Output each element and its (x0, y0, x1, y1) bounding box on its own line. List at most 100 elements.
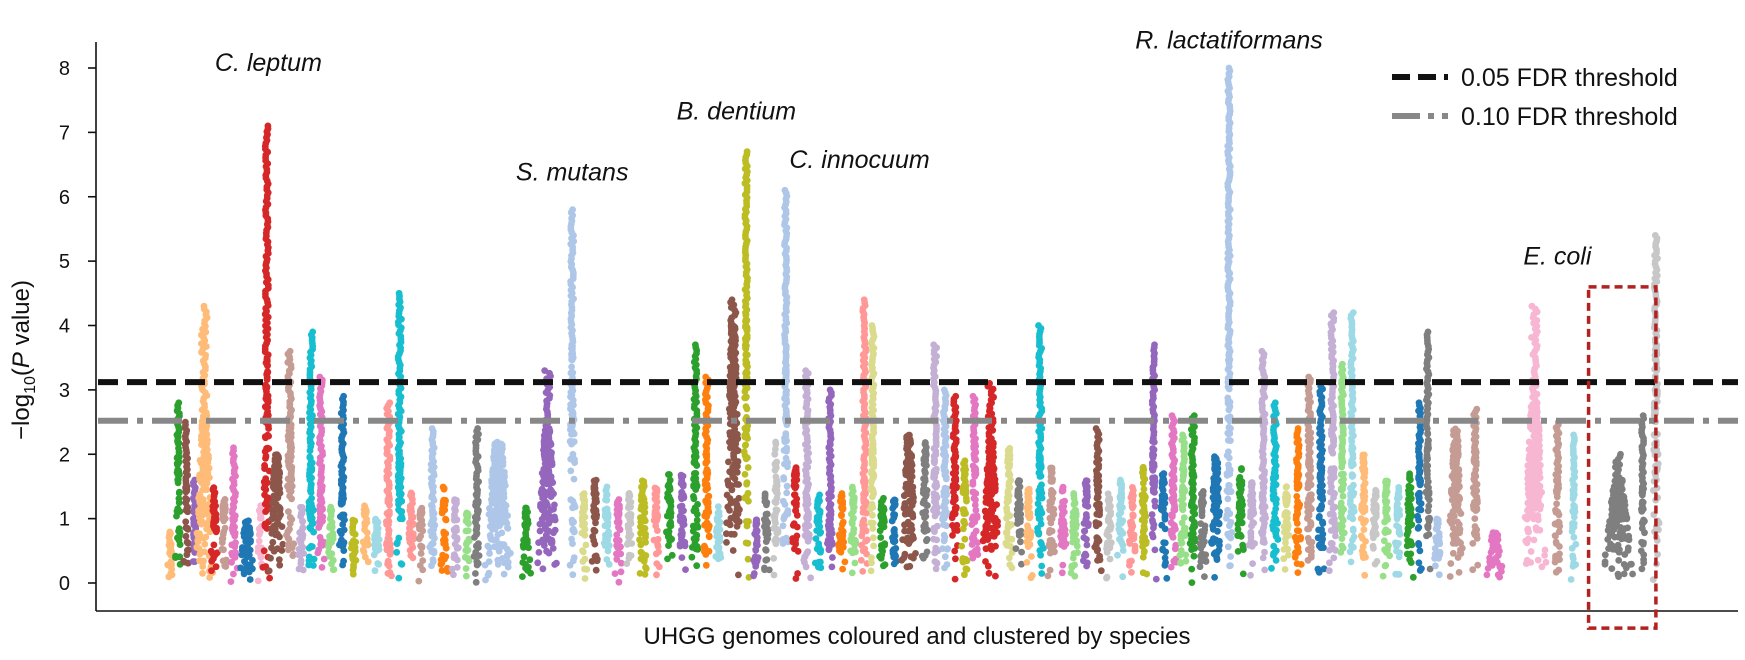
data-point (408, 541, 416, 549)
data-point (210, 509, 218, 516)
data-point (877, 498, 885, 506)
data-point (715, 546, 722, 554)
data-point (743, 351, 751, 359)
data-point (715, 525, 723, 533)
data-point (653, 498, 661, 506)
data-point (923, 491, 930, 499)
data-point (953, 484, 960, 492)
data-point (371, 567, 379, 575)
data-point (764, 519, 771, 527)
data-point (276, 561, 284, 569)
data-point (923, 536, 931, 543)
data-point (297, 557, 305, 564)
data-point (489, 525, 496, 533)
data-point (350, 561, 357, 569)
data-point (348, 540, 356, 547)
data-point (693, 532, 701, 539)
data-point (227, 578, 235, 585)
data-point (453, 564, 461, 571)
data-point (535, 549, 543, 556)
data-point (771, 498, 779, 506)
data-point (860, 496, 868, 503)
species-cluster-52 (789, 464, 802, 582)
data-point (298, 504, 306, 511)
data-point (578, 529, 586, 537)
data-point (772, 510, 779, 518)
data-point (968, 521, 976, 528)
data-point (184, 539, 192, 547)
data-point (299, 566, 307, 574)
data-point (200, 302, 208, 310)
data-point (498, 480, 506, 487)
data-point (726, 506, 733, 514)
data-point (416, 511, 424, 519)
data-point (451, 553, 459, 561)
data-point (428, 425, 436, 432)
data-point (245, 568, 253, 576)
data-point (932, 483, 940, 491)
data-point (869, 534, 877, 542)
data-point (255, 531, 263, 538)
data-point (624, 539, 632, 547)
data-point (290, 551, 297, 558)
data-point (395, 506, 402, 514)
data-point (438, 559, 446, 567)
data-point (733, 501, 741, 508)
data-point (701, 512, 709, 520)
data-point (541, 367, 549, 374)
data-point (475, 506, 482, 514)
data-point (299, 518, 306, 526)
data-point (989, 531, 996, 538)
data-point (763, 556, 771, 563)
data-point (876, 527, 884, 535)
data-point (490, 456, 498, 464)
species-cluster-7 (227, 444, 241, 585)
data-point (316, 490, 324, 497)
data-point (243, 521, 250, 529)
data-point (813, 513, 821, 521)
data-point (473, 531, 480, 538)
data-point (569, 396, 577, 404)
data-point (877, 512, 885, 519)
species-cluster-4 (193, 302, 217, 581)
data-point (568, 516, 576, 524)
data-point (260, 547, 268, 555)
data-point (328, 507, 336, 514)
data-point (693, 562, 701, 570)
data-point (792, 575, 800, 582)
data-point (489, 471, 497, 479)
data-point (676, 503, 684, 510)
data-point (581, 520, 588, 528)
species-cluster-0 (164, 528, 176, 581)
data-point (218, 535, 226, 543)
data-point (905, 489, 912, 497)
data-point (793, 523, 801, 531)
data-point (359, 538, 367, 546)
data-point (616, 526, 624, 534)
species-cluster-13 (295, 503, 307, 574)
data-point (641, 571, 649, 578)
data-point (802, 563, 810, 571)
data-point (742, 316, 750, 323)
data-point (278, 523, 286, 530)
data-point (743, 479, 751, 486)
data-point (255, 537, 263, 545)
data-point (642, 533, 649, 541)
data-point (274, 488, 282, 496)
data-point (723, 539, 730, 546)
data-point (920, 554, 927, 562)
species-cluster-11 (265, 451, 287, 575)
data-point (859, 568, 867, 575)
species-cluster-10 (259, 122, 273, 582)
data-point (735, 494, 743, 502)
data-point (678, 554, 686, 561)
data-point (933, 560, 941, 567)
data-point (941, 536, 948, 544)
data-point (569, 540, 576, 547)
data-point (199, 570, 206, 577)
data-point (386, 569, 394, 576)
data-point (959, 525, 967, 533)
data-point (273, 505, 281, 512)
species-cluster-6 (218, 496, 230, 570)
data-point (804, 510, 812, 518)
